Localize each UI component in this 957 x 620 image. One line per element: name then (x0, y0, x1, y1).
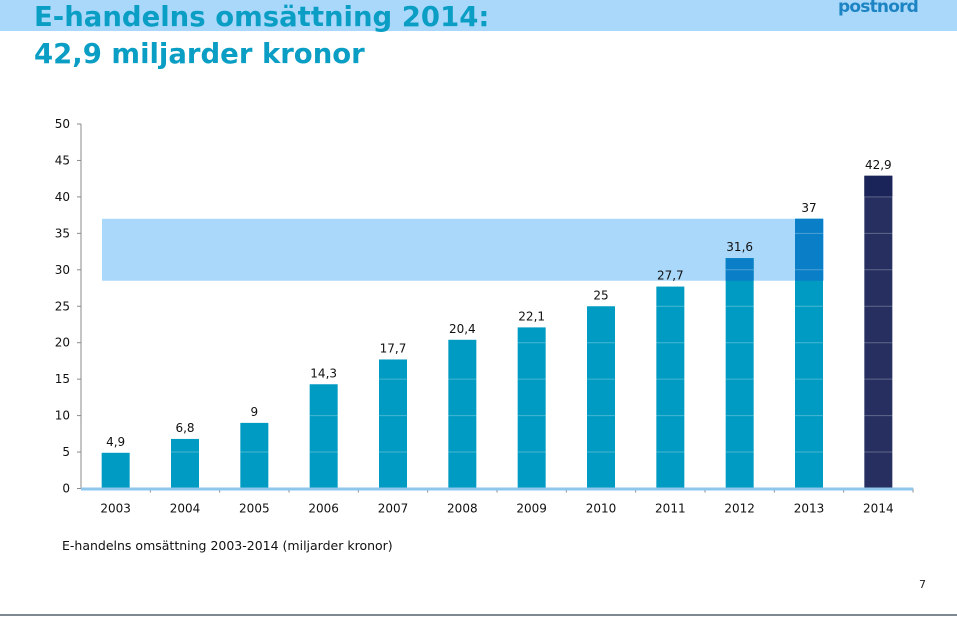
bar-2008 (448, 339, 477, 489)
x-tick-label-2006: 2006 (308, 502, 339, 516)
postnord-logo: postnord (838, 0, 919, 17)
bar-value-label-2010: 25 (593, 288, 608, 302)
y-tick-label-20: 20 (55, 336, 70, 350)
bar-value-label-2009: 22,1 (518, 309, 545, 323)
y-tick-label-50: 50 (55, 117, 70, 131)
bottom-divider (0, 614, 957, 616)
page-title-line-1: E-handelns omsättning 2014: (34, 1, 490, 33)
x-tick-label-2004: 2004 (170, 502, 201, 516)
bar-2012 (725, 258, 754, 489)
bar-value-label-2003: 4,9 (106, 435, 125, 449)
x-tick-label-2009: 2009 (516, 502, 547, 516)
x-tick-label-2010: 2010 (586, 502, 617, 516)
x-tick-label-2011: 2011 (655, 502, 686, 516)
x-tick-label-2014: 2014 (863, 502, 894, 516)
y-tick-label-0: 0 (62, 482, 70, 496)
bar-highlight-segment-2013 (795, 218, 823, 281)
x-tick-label-2012: 2012 (724, 502, 755, 516)
bar-chart: 4,920036,820049200514,3200617,7200720,42… (55, 117, 914, 516)
bar-2010 (587, 306, 615, 489)
bar-value-label-2012: 31,6 (726, 240, 753, 254)
y-tick-label-45: 45 (55, 153, 70, 167)
bar-value-label-2007: 17,7 (380, 341, 407, 355)
y-tick-label-5: 5 (62, 445, 70, 459)
bar-2003 (101, 452, 130, 489)
y-tick-label-25: 25 (55, 299, 70, 313)
x-tick-label-2003: 2003 (100, 502, 131, 516)
bar-2009 (517, 327, 546, 489)
bar-top-segment-2014 (864, 175, 893, 197)
bar-value-label-2006: 14,3 (310, 366, 337, 380)
x-tick-label-2005: 2005 (239, 502, 270, 516)
x-tick-label-2013: 2013 (794, 502, 825, 516)
bar-value-label-2013: 37 (801, 201, 816, 215)
bar-2004 (171, 438, 199, 489)
bar-2011 (656, 286, 685, 489)
bar-value-label-2008: 20,4 (449, 322, 476, 336)
header-band (0, 0, 957, 31)
highlight-band (102, 218, 824, 281)
page-number: 7 (919, 578, 926, 591)
y-tick-label-30: 30 (55, 263, 70, 277)
bar-2005 (240, 422, 269, 489)
x-tick-label-2007: 2007 (378, 502, 409, 516)
page-title-line-2: 42,9 miljarder kronor (34, 38, 365, 70)
bar-value-label-2005: 9 (251, 405, 259, 419)
bar-value-label-2011: 27,7 (657, 269, 684, 283)
x-axis-line (81, 487, 913, 491)
bar-2007 (379, 359, 407, 489)
y-tick-label-35: 35 (55, 226, 70, 240)
chart-caption: E-handelns omsättning 2003-2014 (miljard… (62, 538, 393, 553)
bar-value-label-2004: 6,8 (175, 421, 194, 435)
bar-highlight-segment-2012 (725, 258, 754, 281)
y-tick-label-10: 10 (55, 409, 70, 423)
y-tick-label-40: 40 (55, 190, 70, 204)
x-tick-label-2008: 2008 (447, 502, 478, 516)
bar-2014 (864, 175, 893, 489)
bar-2006 (309, 384, 338, 489)
bar-value-label-2014: 42,9 (865, 158, 892, 172)
y-tick-label-15: 15 (55, 372, 70, 386)
